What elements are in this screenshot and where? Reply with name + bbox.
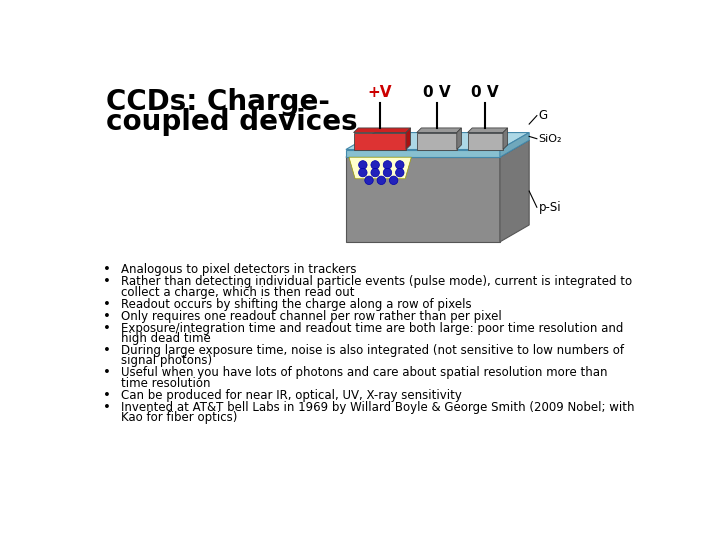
Text: Only requires one readout channel per row rather than per pixel: Only requires one readout channel per ro…: [121, 309, 502, 323]
Circle shape: [359, 161, 367, 169]
Text: Rather than detecting individual particle events (pulse mode), current is integr: Rather than detecting individual particl…: [121, 275, 632, 288]
Text: collect a charge, which is then read out: collect a charge, which is then read out: [121, 286, 354, 299]
Text: SiO₂: SiO₂: [539, 134, 562, 144]
Text: Can be produced for near IR, optical, UV, X-ray sensitivity: Can be produced for near IR, optical, UV…: [121, 389, 462, 402]
Circle shape: [383, 161, 392, 169]
Text: high dead time: high dead time: [121, 332, 211, 345]
Text: coupled devices: coupled devices: [106, 108, 357, 136]
Text: •: •: [104, 264, 111, 276]
Text: •: •: [104, 275, 111, 288]
Text: signal photons): signal photons): [121, 354, 212, 367]
Polygon shape: [346, 132, 529, 150]
Text: During large exposure time, noise is also integrated (not sensitive to low numbe: During large exposure time, noise is als…: [121, 344, 624, 357]
Text: 0 V: 0 V: [423, 85, 451, 100]
Polygon shape: [346, 150, 500, 157]
Text: time resolution: time resolution: [121, 377, 210, 390]
Polygon shape: [467, 128, 508, 132]
Text: •: •: [104, 309, 111, 323]
Polygon shape: [500, 140, 529, 242]
Polygon shape: [456, 128, 462, 150]
Polygon shape: [406, 128, 410, 150]
Text: p-Si: p-Si: [539, 201, 561, 214]
Text: •: •: [104, 389, 111, 402]
Circle shape: [377, 176, 385, 185]
Text: Exposure/integration time and readout time are both large: poor time resolution : Exposure/integration time and readout ti…: [121, 322, 624, 335]
Text: Readout occurs by shifting the charge along a row of pixels: Readout occurs by shifting the charge al…: [121, 298, 472, 310]
Text: •: •: [104, 298, 111, 310]
Polygon shape: [354, 132, 406, 150]
Polygon shape: [503, 128, 508, 150]
Circle shape: [383, 168, 392, 177]
Text: Useful when you have lots of photons and care about spatial resolution more than: Useful when you have lots of photons and…: [121, 366, 608, 379]
Text: Kao for fiber optics): Kao for fiber optics): [121, 411, 238, 424]
Text: CCDs: Charge-: CCDs: Charge-: [106, 88, 330, 116]
Circle shape: [371, 161, 379, 169]
Text: 0 V: 0 V: [472, 85, 499, 100]
Text: •: •: [104, 366, 111, 379]
Polygon shape: [467, 132, 503, 150]
Polygon shape: [349, 157, 411, 179]
Text: •: •: [104, 344, 111, 357]
Text: •: •: [104, 322, 111, 335]
Circle shape: [395, 168, 404, 177]
Polygon shape: [500, 132, 529, 157]
Text: Analogous to pixel detectors in trackers: Analogous to pixel detectors in trackers: [121, 264, 356, 276]
Text: Invented at AT&T bell Labs in 1969 by Willard Boyle & George Smith (2009 Nobel; : Invented at AT&T bell Labs in 1969 by Wi…: [121, 401, 634, 414]
Text: •: •: [104, 401, 111, 414]
Polygon shape: [417, 128, 462, 132]
Polygon shape: [346, 140, 529, 157]
Text: G: G: [539, 109, 547, 122]
Circle shape: [365, 176, 373, 185]
Circle shape: [390, 176, 398, 185]
Circle shape: [371, 168, 379, 177]
Polygon shape: [346, 157, 500, 242]
Polygon shape: [354, 128, 410, 132]
Circle shape: [359, 168, 367, 177]
Circle shape: [395, 161, 404, 169]
Polygon shape: [417, 132, 456, 150]
Text: +V: +V: [367, 85, 392, 100]
